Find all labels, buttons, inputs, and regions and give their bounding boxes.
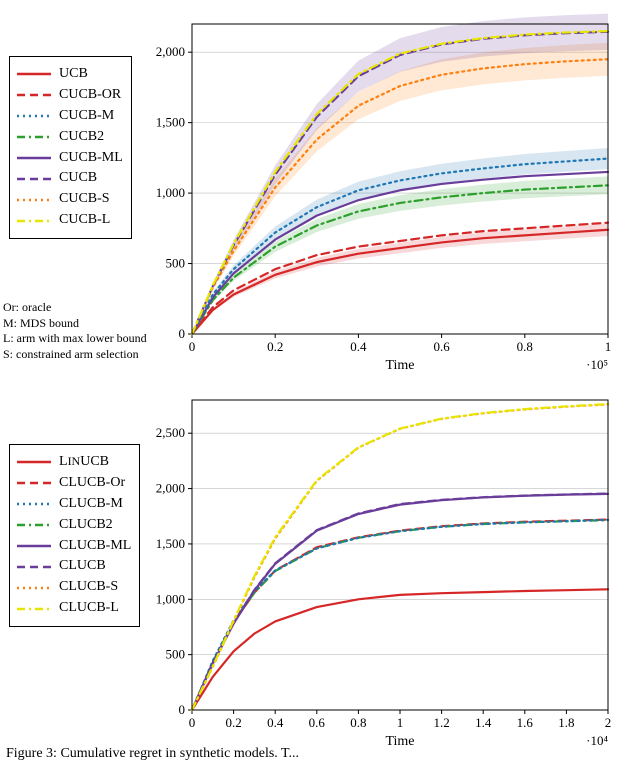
svg-text:500: 500 xyxy=(166,647,186,662)
legend-entry: CUCB-M xyxy=(16,107,123,126)
legend-entry: CLUCB-Or xyxy=(16,474,131,493)
svg-text:·10⁵: ·10⁵ xyxy=(586,357,608,372)
legend-entry: CUCB-OR xyxy=(16,86,123,105)
svg-text:0.4: 0.4 xyxy=(350,339,367,354)
note-line: L: arm with max lower bound xyxy=(3,331,193,347)
legend-swatch xyxy=(16,478,52,488)
note-line: S: constrained arm selection xyxy=(3,347,193,363)
legend-label: CLUCB-M xyxy=(59,495,123,514)
legend-entry: CUCB-ML xyxy=(16,149,123,168)
legend-swatch xyxy=(16,499,52,509)
svg-text:1: 1 xyxy=(397,715,404,730)
svg-text:Time: Time xyxy=(385,358,414,373)
svg-text:0.8: 0.8 xyxy=(350,715,366,730)
legend-swatch xyxy=(16,562,52,572)
svg-text:0.2: 0.2 xyxy=(225,715,241,730)
legend-label: CLUCB-L xyxy=(59,599,119,618)
svg-text:1.6: 1.6 xyxy=(517,715,534,730)
legend-entry: UCB xyxy=(16,65,123,84)
legend-entry: CUCB-L xyxy=(16,211,123,230)
svg-text:0.6: 0.6 xyxy=(433,339,450,354)
legend-swatch xyxy=(16,541,52,551)
note-line: M: MDS bound xyxy=(3,316,193,332)
legend-swatch xyxy=(16,583,52,593)
legend-entry: CLUCB-S xyxy=(16,578,131,597)
legend-swatch xyxy=(16,216,52,226)
legend-swatch xyxy=(16,457,52,467)
legend-label: CLUCB-S xyxy=(59,578,118,597)
legend-label: CUCB-S xyxy=(59,190,110,209)
svg-text:1,500: 1,500 xyxy=(156,115,185,130)
svg-text:0.8: 0.8 xyxy=(517,339,533,354)
legend-swatch xyxy=(16,174,52,184)
svg-text:1,500: 1,500 xyxy=(156,536,185,551)
legend-entry: CLUCB-M xyxy=(16,495,131,514)
notes-block: Or: oracle M: MDS bound L: arm with max … xyxy=(3,300,193,362)
legend-top: UCB CUCB-OR CUCB-M CUCB2 CUCB-MLCUCB CUCB-S CU… xyxy=(9,56,132,239)
svg-text:0.2: 0.2 xyxy=(267,339,283,354)
legend-label: CLUCB-Or xyxy=(59,474,125,493)
note-line: Or: oracle xyxy=(3,300,193,316)
legend-swatch xyxy=(16,195,52,205)
legend-entry: CUCB2 xyxy=(16,128,123,147)
legend-swatch xyxy=(16,520,52,530)
svg-text:0.6: 0.6 xyxy=(309,715,326,730)
legend-entry: CUCB xyxy=(16,169,123,188)
legend-label: CUCB-M xyxy=(59,107,114,126)
legend-label: CUCB xyxy=(59,169,97,188)
legend-swatch xyxy=(16,153,52,163)
legend-entry: CLUCB xyxy=(16,557,131,576)
svg-text:500: 500 xyxy=(166,256,186,271)
figure-caption: Figure 3: Cumulative regret in synthetic… xyxy=(6,746,632,762)
legend-label: CUCB-OR xyxy=(59,86,121,105)
svg-text:1.8: 1.8 xyxy=(558,715,574,730)
legend-label: CUCB-ML xyxy=(59,149,123,168)
legend-swatch xyxy=(16,604,52,614)
legend-label: CLUCB xyxy=(59,557,106,576)
legend-swatch xyxy=(16,132,52,142)
legend-swatch xyxy=(16,111,52,121)
legend-label: CUCB-L xyxy=(59,211,110,230)
svg-text:1,000: 1,000 xyxy=(156,591,185,606)
svg-text:2,000: 2,000 xyxy=(156,44,185,59)
legend-label: CUCB2 xyxy=(59,128,104,147)
legend-label: LINUCB xyxy=(59,453,109,472)
legend-bottom: LINUCBCLUCB-OrCLUCB-MCLUCB2CLUCB-MLCLUCB… xyxy=(9,444,140,627)
legend-label: CLUCB-ML xyxy=(59,537,131,556)
svg-text:1.2: 1.2 xyxy=(433,715,449,730)
legend-label: UCB xyxy=(59,65,88,84)
svg-text:2,500: 2,500 xyxy=(156,425,185,440)
legend-swatch xyxy=(16,69,52,79)
legend-entry: CUCB-S xyxy=(16,190,123,209)
legend-entry: CLUCB-L xyxy=(16,599,131,618)
svg-text:2,000: 2,000 xyxy=(156,481,185,496)
legend-entry: CLUCB-ML xyxy=(16,537,131,556)
svg-text:2: 2 xyxy=(605,715,612,730)
svg-text:0: 0 xyxy=(189,715,196,730)
legend-entry: CLUCB2 xyxy=(16,516,131,535)
svg-text:1.4: 1.4 xyxy=(475,715,492,730)
svg-text:1,000: 1,000 xyxy=(156,185,185,200)
svg-text:0: 0 xyxy=(179,702,186,717)
legend-swatch xyxy=(16,90,52,100)
legend-label: CLUCB2 xyxy=(59,516,113,535)
svg-text:0.4: 0.4 xyxy=(267,715,284,730)
legend-entry: LINUCB xyxy=(16,453,131,472)
svg-text:1: 1 xyxy=(605,339,612,354)
